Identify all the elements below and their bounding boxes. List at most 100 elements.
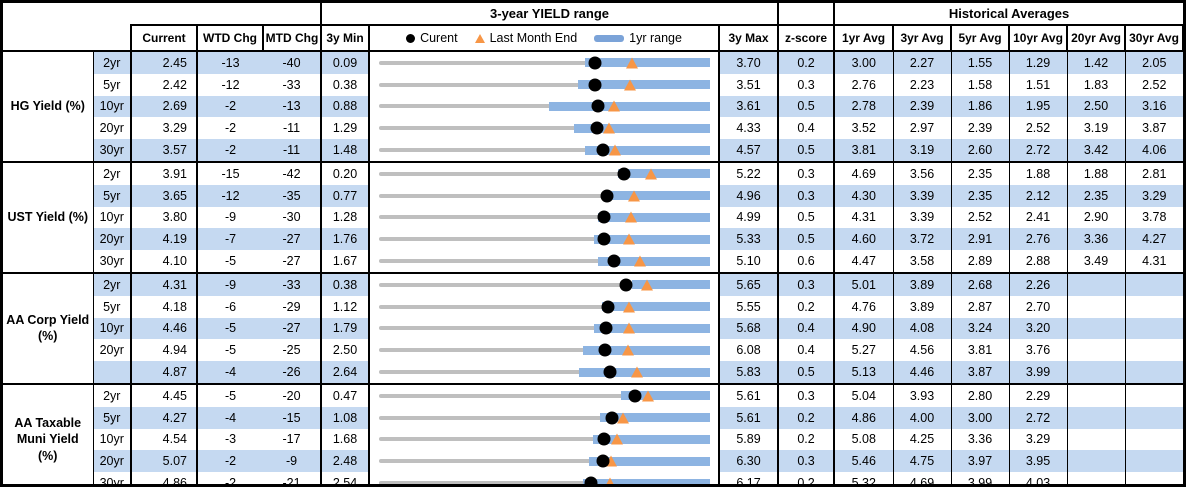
cell-5yr-avg: 2.35 xyxy=(950,184,1010,207)
current-marker xyxy=(619,278,633,292)
cell-current: 4.18 xyxy=(130,295,197,318)
last-month-end-marker xyxy=(605,455,618,467)
cell-3y-max: 5.61 xyxy=(718,382,779,407)
cell-z-score: 0.4 xyxy=(777,339,835,362)
cell-mtd-chg: -11 xyxy=(263,139,322,162)
cell-wtd-chg: -2 xyxy=(196,472,263,484)
cell-wtd-chg: -4 xyxy=(196,406,263,429)
range-plot xyxy=(379,450,711,472)
last-month-end-marker xyxy=(611,433,624,445)
cell-3y-min: 2.54 xyxy=(320,472,370,484)
cell-10yr-avg: 3.99 xyxy=(1008,361,1068,384)
col-header-5yr-avg: 5yr Avg xyxy=(950,24,1011,52)
cell-z-score: 0.6 xyxy=(777,250,835,273)
current-marker xyxy=(597,210,611,224)
cell-current: 5.07 xyxy=(130,450,197,473)
chart-cell xyxy=(368,117,720,140)
tenor-label: 20yr xyxy=(92,117,131,140)
3y-range-track xyxy=(379,104,711,109)
cell-20yr-avg: 1.88 xyxy=(1066,160,1126,185)
1yr-range-bar xyxy=(584,145,711,155)
cell-3yr-avg: 3.58 xyxy=(892,250,952,273)
cell-z-score: 0.3 xyxy=(777,160,835,185)
cell-20yr-avg xyxy=(1066,295,1126,318)
chart-cell xyxy=(368,139,720,162)
current-marker xyxy=(607,254,620,268)
cell-1yr-avg: 5.27 xyxy=(833,339,894,362)
cell-3yr-avg: 4.08 xyxy=(892,317,952,340)
tenor-label: 30yr xyxy=(92,250,131,273)
cell-3y-max: 5.89 xyxy=(718,428,779,451)
cell-5yr-avg: 1.58 xyxy=(950,73,1010,96)
table-row: 5yr 3.65 -12 -35 0.77 4.96 0.3 4.30 3.39 2.35 2.12… xyxy=(3,184,1183,207)
tenor-label: 10yr xyxy=(92,428,131,451)
cell-1yr-avg: 4.76 xyxy=(833,295,894,318)
cell-5yr-avg: 3.36 xyxy=(950,428,1010,451)
chart-cell xyxy=(368,206,720,229)
col-header-current: Current xyxy=(130,24,198,52)
last-month-end-marker xyxy=(602,122,615,134)
current-marker xyxy=(584,476,598,484)
1yr-range-bar xyxy=(594,234,711,244)
cell-5yr-avg: 3.00 xyxy=(950,406,1010,429)
last-month-end-marker xyxy=(642,390,655,402)
tenor-label: 20yr xyxy=(92,339,131,362)
cell-3y-max: 3.70 xyxy=(718,50,779,74)
legend-last-month-end-label: Last Month End xyxy=(489,31,578,45)
1yr-range-bar xyxy=(620,391,711,401)
cell-z-score: 0.5 xyxy=(777,228,835,251)
last-month-end-marker xyxy=(640,279,653,291)
cell-10yr-avg: 4.03 xyxy=(1008,472,1068,484)
chart-cell xyxy=(368,50,720,74)
range-plot xyxy=(379,429,711,451)
cell-mtd-chg: -35 xyxy=(263,184,322,207)
table-row: 20yr 5.07 -2 -9 2.48 6.30 0.3 5.46 4.75 3.97 3.95 xyxy=(3,450,1183,473)
range-plot xyxy=(379,228,711,250)
cell-3yr-avg: 3.89 xyxy=(892,295,952,318)
cell-3yr-avg: 3.56 xyxy=(892,160,952,185)
cell-current: 4.45 xyxy=(130,382,197,407)
cell-30yr-avg: 2.52 xyxy=(1124,73,1183,96)
chart-cell xyxy=(368,160,720,185)
cell-mtd-chg: -27 xyxy=(282,254,301,269)
section-label: AA Taxable Muni Yield (%) xyxy=(3,382,93,484)
cell-3y-max: 6.30 xyxy=(718,450,779,473)
tenor-label: 10yr xyxy=(92,95,131,118)
col-header-wtd-chg: WTD Chg xyxy=(196,24,264,52)
section-label: UST Yield (%) xyxy=(3,160,93,273)
range-plot xyxy=(379,361,711,383)
cell-5yr-avg: 2.39 xyxy=(950,117,1010,140)
cell-mtd-chg: -21 xyxy=(282,476,301,487)
cell-z-score: 0.4 xyxy=(777,117,835,140)
chart-cell xyxy=(368,450,720,473)
current-marker xyxy=(597,432,611,446)
cell-wtd-chg: -2 xyxy=(196,117,263,140)
cell-10yr-avg: 3.29 xyxy=(1008,428,1068,451)
cell-3y-max: 5.33 xyxy=(718,228,779,251)
cell-current: 3.91 xyxy=(130,160,197,185)
chart-cell xyxy=(368,295,720,318)
3y-range-track xyxy=(379,393,711,398)
1yr-range-bar xyxy=(583,478,711,484)
cell-3y-max: 5.61 xyxy=(718,406,779,429)
cell-z-score: 0.5 xyxy=(777,95,835,118)
cell-20yr-avg xyxy=(1066,271,1126,296)
header-blank xyxy=(131,3,322,25)
cell-10yr-avg: 2.12 xyxy=(1008,184,1068,207)
cell-z-score: 0.2 xyxy=(777,50,835,74)
3y-range-track xyxy=(379,237,711,242)
cell-10yr-avg: 1.51 xyxy=(1008,73,1068,96)
cell-1yr-avg: 4.69 xyxy=(833,160,894,185)
col-header-3y-min: 3y Min xyxy=(320,24,371,52)
cell-30yr-avg xyxy=(1124,406,1183,429)
last-month-end-marker xyxy=(633,255,646,267)
1yr-range-bar xyxy=(585,58,711,68)
cell-20yr-avg: 3.19 xyxy=(1066,117,1126,140)
cell-mtd-chg: -9 xyxy=(263,450,322,473)
table-row: 20yr 3.29 -2 -11 1.29 4.33 0.4 3.52 2.97 2.39 2.52… xyxy=(3,117,1183,140)
cell-1yr-avg: 2.76 xyxy=(833,73,894,96)
cell-current: 4.27 xyxy=(130,406,197,429)
table-row: 4.87 -4 -26 2.64 5.83 0.5 5.13 4.46 3.87 3.99 xyxy=(3,361,1183,384)
cell-mtd-chg: -17 xyxy=(282,432,301,447)
cell-3y-min: 0.77 xyxy=(320,184,370,207)
